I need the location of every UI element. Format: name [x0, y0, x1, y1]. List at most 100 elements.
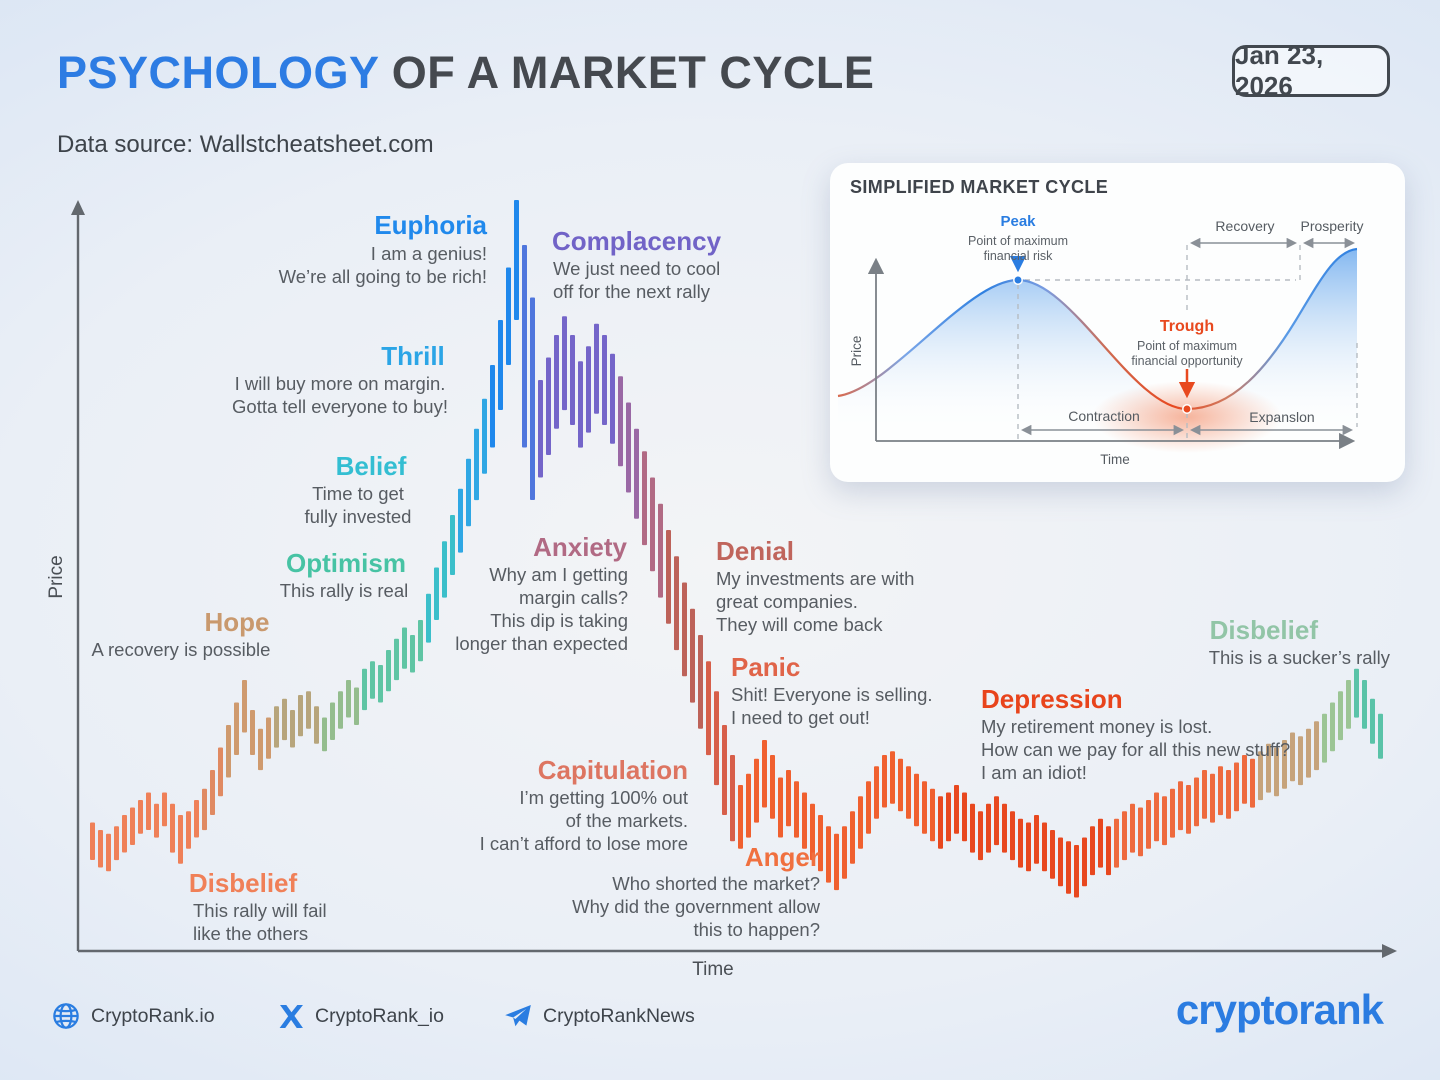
- price-bar: [410, 635, 415, 673]
- price-bar: [402, 627, 407, 669]
- price-bar: [490, 365, 495, 448]
- phase-title-disbelief-2: Disbelief: [1209, 615, 1318, 645]
- price-bar: [1194, 777, 1199, 827]
- price-bar: [1330, 702, 1335, 752]
- price-bar: [426, 593, 431, 643]
- contraction-label: Contraction: [1068, 408, 1140, 424]
- price-bar: [1322, 713, 1327, 763]
- phase-quote-line: I am a genius!: [370, 243, 487, 264]
- phase-title-optimism: Optimism: [286, 548, 406, 578]
- phase-quote-line: like the others: [193, 923, 309, 944]
- price-bar: [866, 781, 871, 834]
- price-bar: [1282, 740, 1287, 789]
- x-axis-label: Time: [692, 959, 734, 980]
- page-title: PSYCHOLOGY OF A MARKET CYCLE: [57, 47, 874, 99]
- price-bar: [346, 680, 351, 718]
- footer-telegram-label: CryptoRankNews: [543, 1004, 695, 1027]
- footer-website[interactable]: CryptoRank.io: [52, 1000, 215, 1032]
- price-bar: [1002, 803, 1007, 853]
- phase-quote-line: margin calls?: [519, 587, 628, 608]
- price-bar: [930, 788, 935, 842]
- price-bar: [1242, 755, 1247, 804]
- phase-title-denial: Denial: [716, 536, 795, 566]
- price-bar: [162, 792, 167, 827]
- cryptorank-logo: cryptorank: [1175, 986, 1384, 1033]
- phase-quote-line: We just need to cool: [553, 258, 721, 279]
- price-bar: [378, 665, 383, 703]
- price-bar: [810, 803, 815, 861]
- phase-quote-line: Why did the government allow: [572, 896, 820, 917]
- price-bar: [570, 335, 575, 425]
- price-bar: [962, 792, 967, 842]
- price-bar: [802, 792, 807, 849]
- price-bar: [978, 811, 983, 861]
- price-bar: [914, 773, 919, 827]
- price-bar: [890, 751, 895, 804]
- price-bar: [818, 815, 823, 872]
- price-bar: [634, 428, 639, 519]
- price-bar: [1226, 770, 1231, 819]
- phase-title-disbelief-1: Disbelief: [188, 868, 298, 898]
- price-bar: [834, 833, 839, 891]
- price-bar: [1298, 736, 1303, 786]
- peak-desc-line2: financial risk: [984, 249, 1054, 263]
- price-bar: [946, 792, 951, 842]
- phase-quote-line: longer than expected: [455, 633, 628, 654]
- price-bar: [1274, 747, 1279, 797]
- globe-icon: [53, 1003, 79, 1029]
- price-bar: [1098, 818, 1103, 868]
- telegram-icon: [505, 1005, 531, 1027]
- phase-quote-line: This rally will fail: [193, 900, 327, 921]
- price-bar: [1090, 826, 1095, 876]
- price-bar: [450, 515, 455, 575]
- footer-x-account[interactable]: CryptoRank_io: [279, 1000, 444, 1032]
- price-bar: [90, 822, 95, 860]
- phase-quote-line: Shit! Everyone is selling.: [731, 684, 933, 705]
- price-bar: [674, 556, 679, 651]
- price-bar: [762, 740, 767, 808]
- price-bar: [1306, 728, 1311, 778]
- x-icon: [279, 1004, 303, 1028]
- phase-title-anger: Anger: [744, 842, 820, 872]
- price-bar: [554, 335, 559, 429]
- price-bar: [1266, 743, 1271, 793]
- phase-title-thrill: Thrill: [381, 341, 445, 371]
- price-bar: [754, 758, 759, 823]
- price-bar: [1114, 818, 1119, 868]
- phase-quote-line: My investments are with: [716, 568, 915, 589]
- phase-quote-line: of the markets.: [565, 810, 688, 831]
- phase-quote-line: We’re all going to be rich!: [278, 266, 487, 287]
- price-bar: [1106, 826, 1111, 876]
- price-bar: [466, 458, 471, 527]
- page-title-rest: OF A MARKET CYCLE: [378, 47, 875, 98]
- phase-quote-line: Time to get: [312, 483, 404, 504]
- price-bar: [138, 800, 143, 834]
- price-bar: [130, 807, 135, 845]
- price-bar: [1178, 781, 1183, 831]
- inset-x-axis-label: Time: [1100, 452, 1130, 467]
- inset-y-axis-label: Price: [849, 336, 864, 367]
- price-bar: [1210, 773, 1215, 823]
- peak-dot: [1013, 275, 1023, 285]
- price-bar: [562, 316, 567, 411]
- trough-dot: [1182, 404, 1192, 414]
- page-title-accent: PSYCHOLOGY: [57, 47, 379, 98]
- phase-quote-line: They will come back: [716, 614, 883, 635]
- phase-title-anxiety: Anxiety: [533, 532, 627, 562]
- phase-quote-line: Gotta tell everyone to buy!: [232, 396, 448, 417]
- phase-quote-line: I need to get out!: [731, 707, 870, 728]
- price-bar: [842, 826, 847, 879]
- footer-telegram-channel[interactable]: CryptoRankNews: [504, 1000, 695, 1032]
- price-bar: [98, 830, 103, 868]
- price-bar: [874, 766, 879, 819]
- price-bar: [906, 766, 911, 819]
- phase-quote-line: This rally is real: [279, 580, 409, 601]
- price-bar: [146, 792, 151, 830]
- price-bar: [1250, 758, 1255, 808]
- price-bar: [218, 747, 223, 797]
- price-bar: [282, 698, 287, 741]
- price-bar: [1138, 807, 1143, 857]
- phase-title-depression: Depression: [981, 684, 1123, 714]
- y-axis-arrow-icon: [71, 200, 85, 215]
- phase-quote-line: I am an idiot!: [981, 762, 1087, 783]
